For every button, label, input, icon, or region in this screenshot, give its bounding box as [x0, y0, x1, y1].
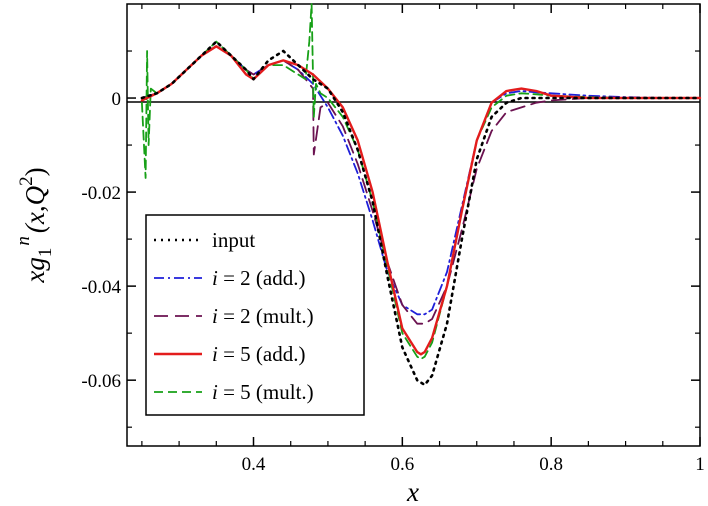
- y-label-sub: 1: [35, 248, 56, 258]
- series-line-i-5-add-: [140, 45, 702, 356]
- y-tick-label: 0: [112, 89, 122, 110]
- legend-label: i = 2 (mult.): [212, 304, 314, 328]
- series-line-input: [140, 40, 702, 387]
- x-tick-label: 0.6: [390, 454, 414, 475]
- series-lines: [140, 3, 702, 387]
- y-label-main: xg: [20, 257, 50, 283]
- y-label-sup: n: [13, 236, 34, 246]
- legend-label: i = 5 (add.): [212, 342, 306, 366]
- y-tick-label: -0.04: [81, 277, 121, 298]
- x-tick-label: 0.8: [539, 454, 563, 475]
- x-axis-label: x: [406, 477, 419, 506]
- y-axis-label: xg1n (x,Q2): [13, 167, 56, 283]
- y-label-args: (x,Q: [20, 186, 50, 233]
- svg-text:xg1n(x,Q2): xg1n (x,Q2): [13, 167, 56, 283]
- plot-frame: [126, 3, 701, 447]
- legend-box: [145, 214, 365, 416]
- y-tick-label: -0.02: [81, 183, 121, 204]
- legend-label: i = 2 (add.): [212, 266, 306, 290]
- series-line-i-5-mult-: [140, 3, 701, 360]
- y-tick-label: -0.06: [81, 371, 121, 392]
- legend-label: i = 5 (mult.): [212, 380, 314, 404]
- legend-label: input: [212, 228, 255, 252]
- x-tick-label: 0.4: [242, 454, 266, 475]
- x-tick-label: 1: [695, 454, 705, 475]
- axis-ticks: 0.4 0.6 0.8 1 0 -0.02 -0.04 -0.06: [81, 4, 705, 475]
- legend: input i = 2 (add.) i = 2 (mult.) i = 5 (add…: [145, 214, 365, 416]
- y-label-args-sup: 2: [16, 176, 37, 186]
- y-label-args-close: ): [20, 167, 50, 176]
